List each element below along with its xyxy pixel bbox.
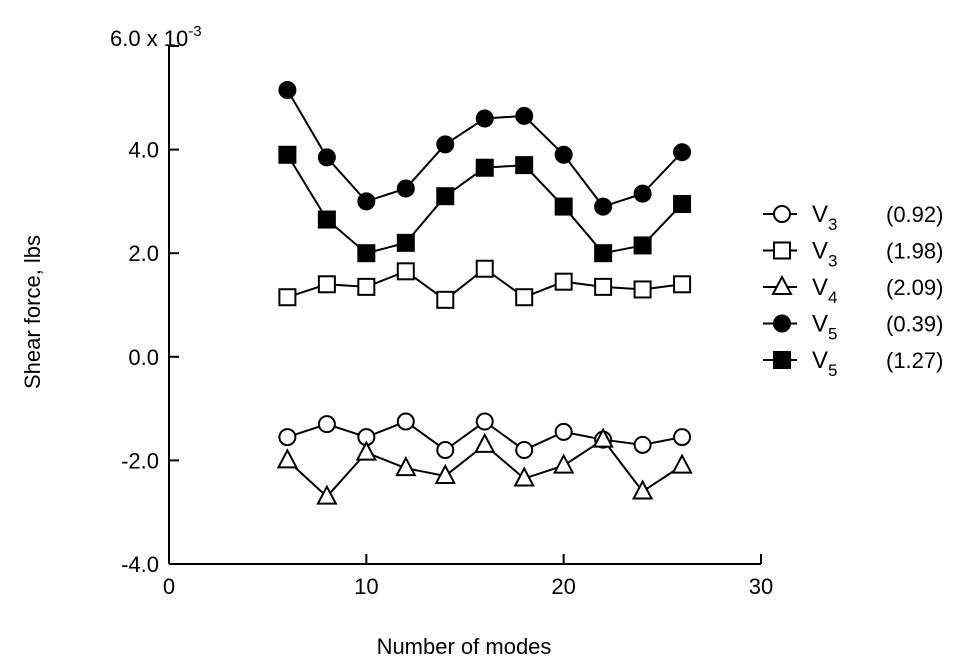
data-point: [633, 184, 652, 203]
data-point: [553, 453, 575, 474]
data-point: [633, 435, 652, 454]
data-point: [436, 441, 455, 460]
legend-entry: V3 (1.98): [763, 238, 943, 271]
data-point: [515, 106, 534, 125]
legend-param: (0.39): [886, 312, 943, 337]
x-ticks: 0 10 20 30: [163, 554, 773, 599]
legend-param: (2.09): [886, 275, 943, 300]
data-point: [554, 145, 573, 164]
data-point: [317, 275, 336, 294]
data-point: [673, 275, 692, 294]
y-axis-multiplier: 6.0 x 10-3: [110, 23, 202, 51]
data-point: [592, 427, 614, 448]
data-point: [357, 244, 376, 263]
x-tick-label: 20: [551, 574, 575, 599]
legend-entry: V5 (0.39): [763, 311, 943, 344]
data-point: [396, 233, 415, 252]
legend-label: V5: [812, 347, 837, 380]
axes: [168, 46, 761, 565]
data-point: [594, 244, 613, 263]
legend-marker: [773, 314, 791, 333]
legend-param: (1.27): [886, 348, 943, 373]
data-point: [316, 484, 338, 505]
data-point: [515, 288, 534, 307]
data-point: [474, 432, 496, 453]
data-point: [515, 441, 534, 460]
data-point: [396, 412, 415, 431]
data-point: [317, 415, 336, 434]
y-tick-label: 0.0: [128, 345, 159, 370]
legend-marker: [773, 351, 791, 369]
series-line: [286, 89, 683, 208]
y-tick-label: 2.0: [128, 241, 159, 266]
data-point: [355, 440, 377, 461]
data-point: [631, 479, 654, 500]
series-2: [278, 259, 692, 309]
legend-label: V5: [812, 311, 837, 344]
data-point: [396, 262, 415, 281]
y-ticks: -4.0 -2.0 0.0 2.0 4.0: [121, 45, 179, 577]
data-point: [434, 463, 456, 484]
legend: V3 (0.92) V3 (1.98) V4 (2.09) V5 (0.39) V5 (1.27): [763, 201, 943, 380]
data-point: [513, 466, 535, 487]
legend-param: (1.98): [886, 239, 943, 264]
data-point: [594, 197, 613, 216]
legend-marker: [773, 241, 791, 260]
data-point: [673, 143, 692, 162]
legend-param: (0.92): [886, 202, 943, 227]
y-tick-label: -2.0: [121, 448, 159, 473]
data-point: [475, 109, 494, 128]
data-point: [317, 148, 336, 167]
data-point: [357, 192, 376, 211]
data-point: [671, 453, 693, 474]
data-point: [357, 277, 376, 296]
data-point: [278, 81, 297, 100]
data-point: [276, 448, 299, 469]
series-4: [278, 81, 692, 216]
y-tick-label: -4.0: [121, 552, 159, 577]
data-point: [396, 179, 415, 198]
data-point: [436, 187, 455, 206]
data-point: [436, 290, 455, 309]
legend-marker: [771, 274, 793, 295]
legend-entry: V4 (2.09): [763, 274, 943, 307]
legend-label: V4: [812, 274, 837, 307]
data-point: [278, 288, 297, 307]
plot-area: [276, 81, 693, 505]
legend-marker: [773, 205, 791, 223]
x-tick-label: 10: [354, 574, 378, 599]
data-point: [475, 259, 494, 278]
legend-label: V3: [812, 238, 837, 271]
y-axis-exponent: -3: [188, 23, 201, 40]
x-axis-label: Number of modes: [377, 634, 552, 659]
data-point: [673, 428, 692, 447]
data-point: [633, 280, 652, 299]
data-point: [594, 277, 613, 296]
series-3: [276, 427, 693, 505]
x-tick-label: 30: [749, 574, 773, 599]
data-point: [633, 236, 652, 255]
data-point: [278, 145, 297, 164]
legend-entry: V3 (0.92): [763, 201, 943, 234]
data-point: [395, 456, 417, 477]
data-point: [475, 412, 494, 431]
data-point: [554, 197, 573, 216]
data-point: [673, 194, 692, 213]
x-tick-label: 0: [163, 574, 175, 599]
data-point: [554, 422, 573, 441]
data-point: [278, 428, 297, 447]
series-5: [278, 145, 692, 263]
data-point: [554, 272, 573, 291]
y-tick-label: 4.0: [128, 138, 159, 163]
legend-label: V3: [812, 201, 837, 234]
data-point: [515, 156, 534, 175]
legend-entry: V5 (1.27): [763, 347, 943, 380]
data-point: [475, 158, 494, 177]
data-point: [317, 210, 336, 229]
data-point: [436, 135, 455, 154]
y-axis-label: Shear force, lbs: [20, 235, 45, 389]
